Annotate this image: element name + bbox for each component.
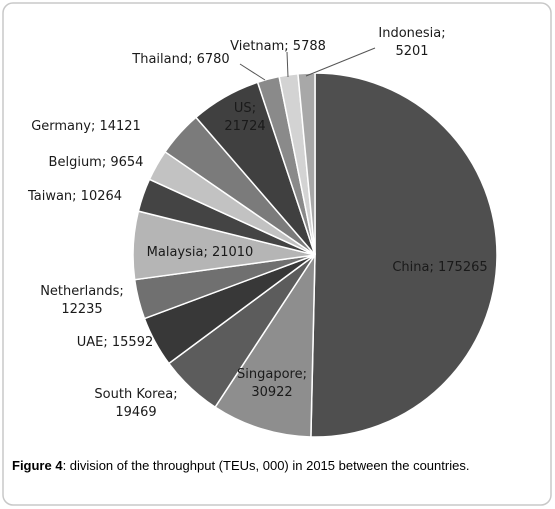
data-label: UAE; 15592	[77, 335, 154, 350]
data-label: Vietnam; 5788	[230, 39, 326, 54]
pie-slice	[297, 72, 316, 256]
data-label: Indonesia; 5201	[378, 26, 445, 59]
pie-slice	[310, 72, 498, 438]
data-label-line: 12235	[61, 302, 102, 317]
leader-line	[239, 63, 266, 81]
data-label-line: 19469	[115, 405, 156, 420]
data-label: Belgium; 9654	[49, 155, 144, 170]
data-label: Germany; 14121	[31, 119, 141, 134]
data-label: Taiwan; 10264	[27, 189, 122, 204]
pie-slice	[214, 252, 316, 438]
data-label-line: Germany; 14121	[31, 119, 141, 134]
data-label: Malaysia; 21010	[147, 245, 254, 260]
data-label: US; 21724	[224, 101, 265, 134]
leader-line	[286, 51, 289, 78]
pie	[132, 72, 498, 438]
caption-text: : division of the throughput (TEUs, 000)…	[63, 458, 470, 473]
data-label-line: Taiwan; 10264	[27, 189, 122, 204]
data-label: South Korea; 19469	[94, 387, 177, 420]
data-label: Singapore; 30922	[237, 367, 307, 400]
data-label-line: Singapore;	[237, 367, 307, 382]
data-label: Thailand; 6780	[131, 52, 229, 67]
labels: China; 175265 Singapore; 30922 South Korea;…	[27, 26, 488, 420]
caption: Figure 4: division of the throughput (TE…	[12, 458, 469, 473]
caption-figure: Figure 4	[12, 458, 63, 473]
data-label-line: US;	[234, 101, 256, 116]
data-label-line: Indonesia;	[378, 26, 445, 41]
data-label-line: China; 175265	[392, 260, 487, 275]
data-label-line: Netherlands;	[40, 284, 124, 299]
data-label-line: 21724	[224, 119, 265, 134]
leader-line	[305, 47, 376, 77]
data-label-line: South Korea;	[94, 387, 177, 402]
data-label-line: Thailand; 6780	[131, 52, 229, 67]
data-label-line: Vietnam; 5788	[230, 39, 326, 54]
data-label-line: 5201	[395, 44, 428, 59]
data-label: Netherlands; 12235	[40, 284, 124, 317]
data-label-line: Malaysia; 21010	[147, 245, 254, 260]
data-label-line: 30922	[251, 385, 292, 400]
data-label-line: UAE; 15592	[77, 335, 154, 350]
data-label-line: Belgium; 9654	[49, 155, 144, 170]
data-label: China; 175265	[392, 260, 487, 275]
